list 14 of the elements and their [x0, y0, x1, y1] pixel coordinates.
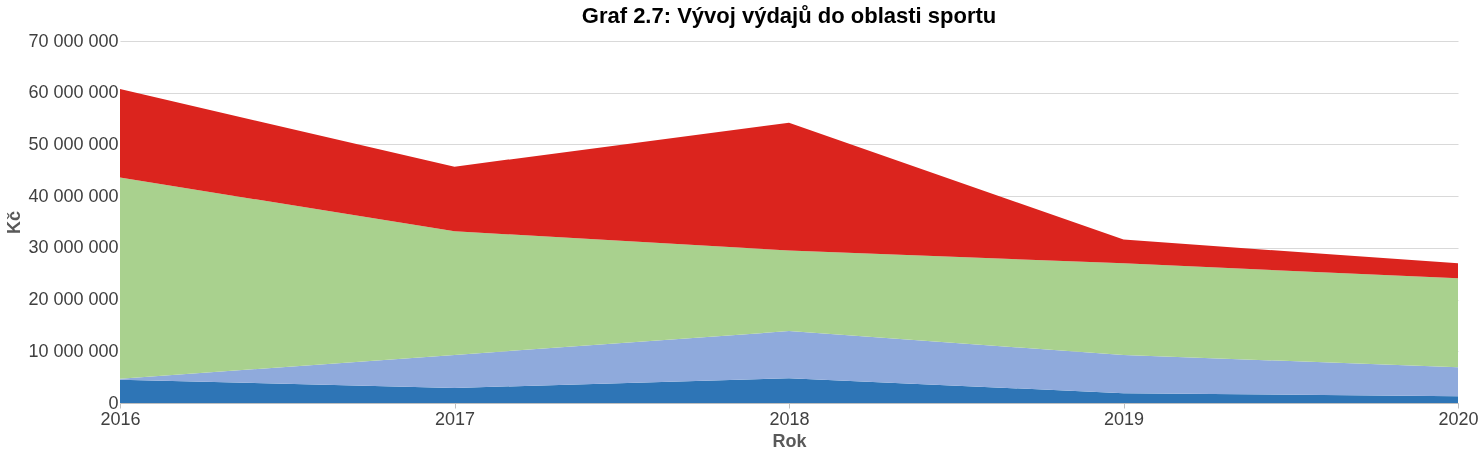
x-tick-label: 2019 [1103, 408, 1145, 429]
x-axis-title: Rok [772, 430, 808, 451]
y-tick-label: 40 000 000 [28, 185, 119, 206]
y-tick-label: 50 000 000 [28, 133, 119, 154]
y-axis-title: Kč [4, 210, 25, 235]
y-tick-label: 10 000 000 [28, 340, 119, 361]
x-tick-label: 2020 [1438, 408, 1479, 429]
y-tick-label: 70 000 000 [28, 30, 119, 51]
y-tick-label: 20 000 000 [28, 289, 119, 310]
y-tick-label: 30 000 000 [28, 237, 119, 258]
x-tick-label: 2017 [434, 408, 476, 429]
y-tick-label: 60 000 000 [28, 82, 119, 103]
chart-title: Graf 2.7: Vývoj výdajů do oblasti sportu [581, 3, 997, 28]
x-tick-label: 2018 [769, 408, 810, 429]
